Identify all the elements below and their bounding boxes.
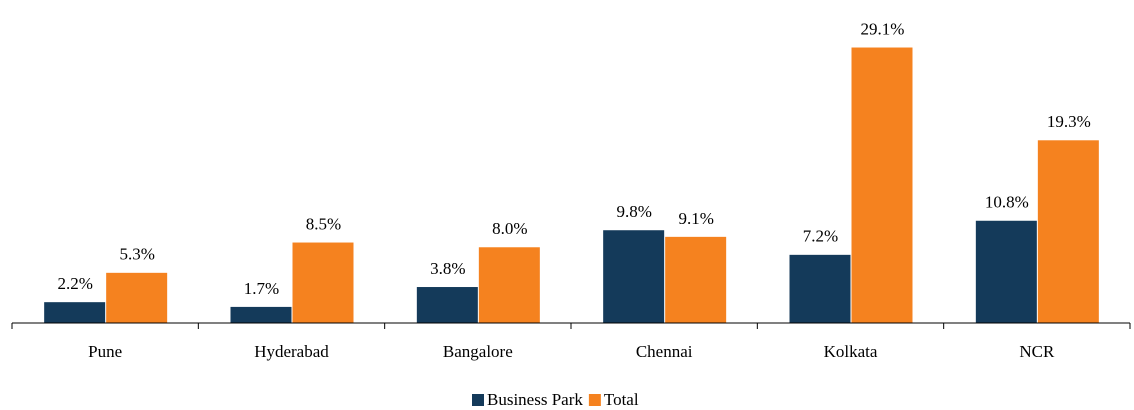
x-tick-label: NCR	[1019, 342, 1055, 361]
data-label: 5.3%	[119, 245, 154, 264]
x-tick-label: Hyderabad	[254, 342, 329, 361]
bar	[478, 247, 540, 323]
data-label: 7.2%	[803, 227, 838, 246]
data-label: 1.7%	[244, 279, 279, 298]
legend-label: Business Park	[487, 390, 583, 409]
bar	[851, 47, 913, 324]
legend-label: Total	[604, 390, 639, 409]
data-label: 8.0%	[492, 219, 527, 238]
data-label: 2.2%	[57, 274, 92, 293]
bar	[292, 242, 354, 323]
x-tick-label: Kolkata	[824, 342, 878, 361]
bar	[106, 272, 168, 323]
data-label: 9.8%	[616, 202, 651, 221]
bar	[416, 287, 478, 323]
legend-swatch	[588, 394, 601, 406]
bar	[603, 230, 665, 323]
bar	[975, 220, 1037, 323]
x-tick-label: Bangalore	[443, 342, 513, 361]
bar	[1037, 140, 1099, 323]
x-tick-label: Pune	[88, 342, 122, 361]
bar	[665, 236, 727, 323]
x-tick-label: Chennai	[636, 342, 693, 361]
legend-swatch	[472, 394, 484, 406]
data-label: 10.8%	[985, 193, 1029, 212]
data-label: 19.3%	[1047, 112, 1091, 131]
bar	[44, 302, 106, 323]
data-label: 3.8%	[430, 259, 465, 278]
data-label: 29.1%	[861, 19, 905, 38]
bar	[230, 306, 292, 323]
data-label: 9.1%	[678, 209, 713, 228]
bar	[789, 254, 851, 323]
data-label: 8.5%	[306, 214, 341, 233]
